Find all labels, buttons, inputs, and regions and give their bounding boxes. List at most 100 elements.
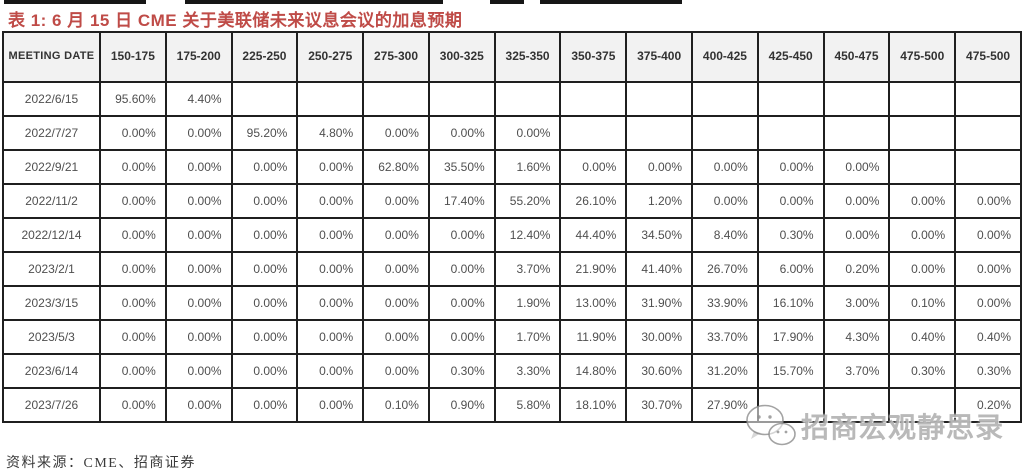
probability-cell: 0.00% [230, 183, 299, 219]
probability-cell: 0.00% [888, 217, 957, 253]
meeting-date-cell: 2022/7/27 [2, 115, 101, 151]
probability-cell: 1.20% [625, 183, 694, 219]
probability-cell: 5.80% [493, 387, 562, 423]
probability-cell: 4.80% [296, 115, 365, 151]
probability-cell: 0.00% [164, 285, 233, 321]
probability-cell: 6.00% [756, 251, 825, 287]
probability-cell [691, 115, 759, 151]
table-row: 2022/9/21 0.00% 0.00% 0.00% 0.00% 62.80% 35.50… [2, 149, 1022, 185]
probability-cell [493, 81, 562, 117]
probability-cell: 35.50% [427, 149, 496, 185]
probability-cell: 0.00% [296, 353, 365, 389]
meeting-date-cell: 2022/11/2 [2, 183, 101, 219]
probability-cell: 0.00% [888, 183, 957, 219]
probability-cell [822, 115, 891, 151]
corner-header-meeting-date: MEETING DATE [2, 31, 101, 83]
probability-cell: 0.00% [559, 149, 628, 185]
probability-cell: 0.00% [691, 149, 759, 185]
probability-cell: 0.00% [230, 149, 299, 185]
probability-cell: 4.30% [822, 319, 891, 355]
probability-cell-peak: 33.90% [691, 285, 759, 321]
probability-cell: 0.00% [230, 353, 299, 389]
column-header-rate-range: 175-200 [164, 31, 233, 83]
probability-cell: 0.00% [230, 217, 299, 253]
probability-cell: 0.00% [427, 251, 496, 287]
meeting-date-cell: 2023/6/14 [2, 353, 101, 389]
table-row: 2022/11/2 0.00% 0.00% 0.00% 0.00% 0.00% 17.40%… [2, 183, 1022, 219]
probability-cell [954, 81, 1022, 117]
probability-cell: 0.90% [427, 387, 496, 423]
probability-cell: 0.00% [296, 251, 365, 287]
probability-cell: 0.00% [954, 251, 1022, 287]
probability-cell: 0.00% [625, 149, 694, 185]
probability-cell [625, 81, 694, 117]
table-row: 2023/2/1 0.00% 0.00% 0.00% 0.00% 0.00% 0.00% 3.… [2, 251, 1022, 287]
probability-cell: 0.00% [164, 183, 233, 219]
probability-cell: 0.00% [427, 115, 496, 151]
probability-cell: 0.00% [296, 149, 365, 185]
probability-cell: 0.00% [296, 387, 365, 423]
probability-cell: 0.00% [99, 285, 167, 321]
probability-cell: 0.00% [822, 183, 891, 219]
meeting-date-cell: 2022/12/14 [2, 217, 101, 253]
probability-cell: 3.70% [822, 353, 891, 389]
meeting-date-cell: 2022/9/21 [2, 149, 101, 185]
top-crop-artifact [185, 0, 443, 4]
probability-cell: 26.10% [559, 183, 628, 219]
probability-cell [954, 149, 1022, 185]
probability-cell: 11.90% [559, 319, 628, 355]
probability-cell: 1.60% [493, 149, 562, 185]
probability-cell: 0.00% [427, 319, 496, 355]
probability-cell [756, 115, 825, 151]
table-row: 2022/7/27 0.00% 0.00% 95.20% 4.80% 0.00% 0.00%… [2, 115, 1022, 151]
probability-cell-peak: 30.70% [625, 387, 694, 423]
probability-cell: 0.00% [362, 115, 430, 151]
header-row: MEETING DATE 150-175 175-200 225-250 250-275… [2, 31, 1022, 83]
probability-cell [888, 115, 957, 151]
table-row: 2023/5/3 0.00% 0.00% 0.00% 0.00% 0.00% 0.00% 1.… [2, 319, 1022, 355]
probability-cell [888, 81, 957, 117]
column-header-rate-range: 475-500 [954, 31, 1022, 83]
probability-cell [756, 387, 825, 423]
probability-cell: 0.00% [164, 387, 233, 423]
probability-cell [888, 149, 957, 185]
probability-cell: 0.00% [99, 115, 167, 151]
probability-cell: 0.00% [164, 217, 233, 253]
table-row: 2023/3/15 0.00% 0.00% 0.00% 0.00% 0.00% 0.00% 1… [2, 285, 1022, 321]
probability-cell: 0.00% [362, 217, 430, 253]
probability-cell: 0.00% [230, 285, 299, 321]
probability-cell: 3.00% [822, 285, 891, 321]
column-header-rate-range: 425-450 [756, 31, 825, 83]
column-header-rate-range: 450-475 [822, 31, 891, 83]
probability-cell: 21.90% [559, 251, 628, 287]
probability-cell: 0.00% [362, 353, 430, 389]
probability-cell: 0.00% [230, 319, 299, 355]
probability-cell [822, 387, 891, 423]
table-title: 表 1: 6 月 15 日 CME 关于美联储未来议息会议的加息预期 [8, 11, 463, 30]
probability-cell: 0.00% [230, 387, 299, 423]
column-header-rate-range: 400-425 [691, 31, 759, 83]
probability-cell: 30.00% [625, 319, 694, 355]
probability-cell: 0.00% [427, 217, 496, 253]
probability-cell: 14.80% [559, 353, 628, 389]
probability-cell: 30.60% [625, 353, 694, 389]
column-header-rate-range: 475-500 [888, 31, 957, 83]
probability-cell: 16.10% [756, 285, 825, 321]
column-header-rate-range: 250-275 [296, 31, 365, 83]
probability-cell [296, 81, 365, 117]
probability-cell: 17.90% [756, 319, 825, 355]
column-header-rate-range: 350-375 [559, 31, 628, 83]
probability-cell: 31.90% [625, 285, 694, 321]
probability-cell: 0.00% [888, 251, 957, 287]
probability-cell: 0.00% [99, 387, 167, 423]
column-header-rate-range: 150-175 [99, 31, 167, 83]
probability-cell [559, 115, 628, 151]
probability-cell-peak: 31.20% [691, 353, 759, 389]
probability-cell: 0.00% [99, 251, 167, 287]
probability-cell: 1.90% [493, 285, 562, 321]
probability-cell: 0.00% [362, 285, 430, 321]
column-header-rate-range: 300-325 [427, 31, 496, 83]
meeting-date-cell: 2023/3/15 [2, 285, 101, 321]
probability-cell: 0.00% [296, 285, 365, 321]
